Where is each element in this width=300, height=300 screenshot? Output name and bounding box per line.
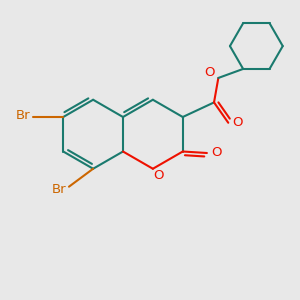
Text: Br: Br [52,183,67,196]
Text: O: O [153,169,164,182]
Text: Br: Br [16,109,31,122]
Text: O: O [205,66,215,79]
Text: O: O [232,116,242,129]
Text: O: O [211,146,222,160]
